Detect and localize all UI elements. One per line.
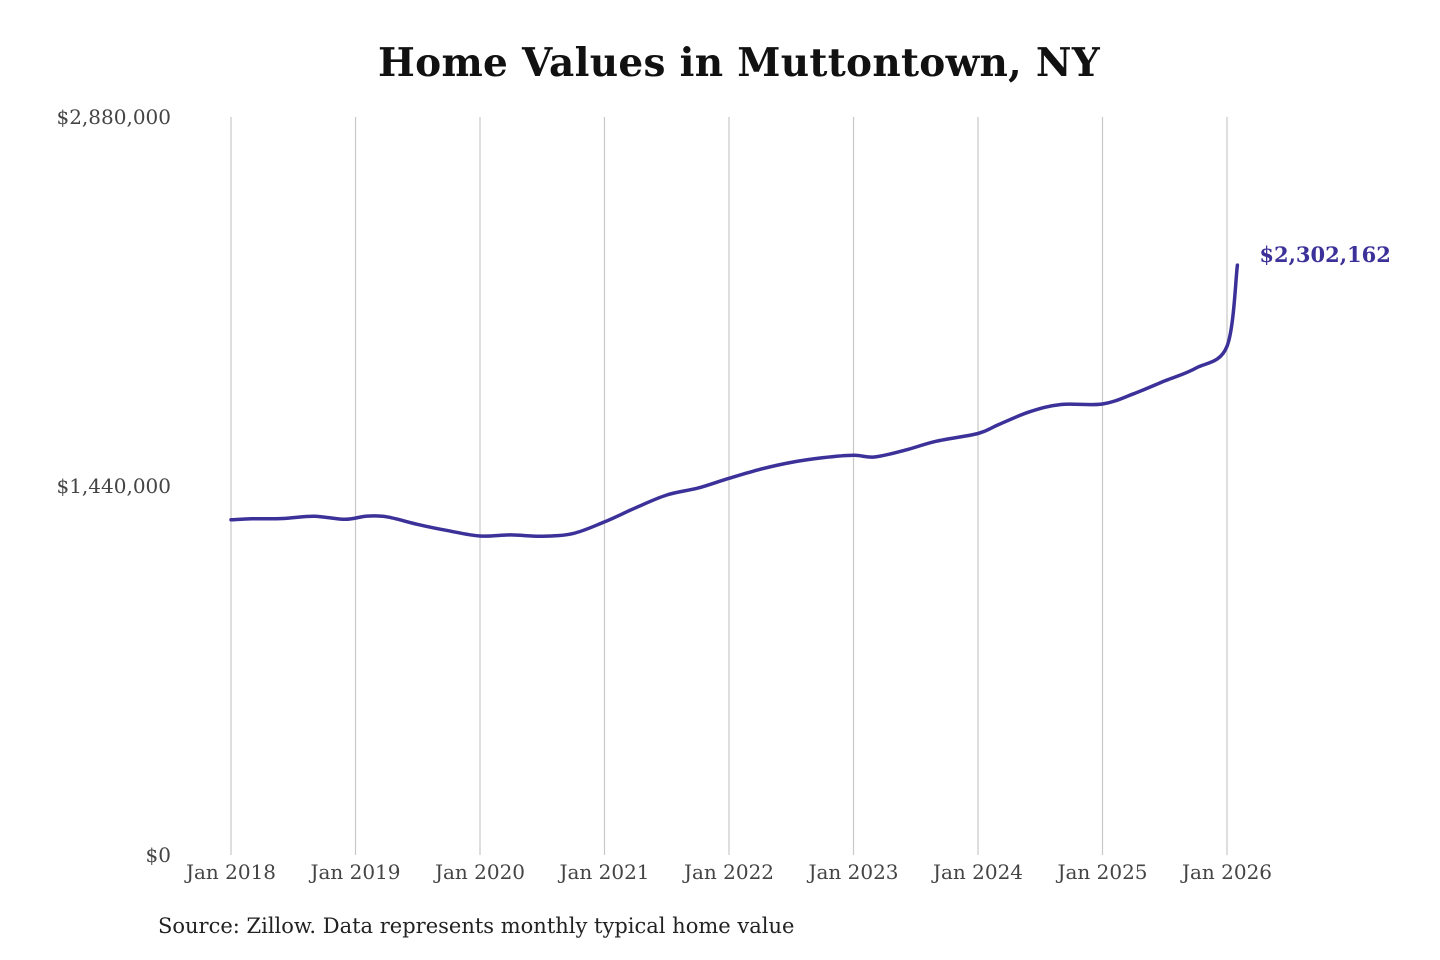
chart-title: Home Values in Muttontown, NY [378, 40, 1100, 86]
x-tick-label: Jan 2019 [308, 860, 400, 884]
x-tick-label: Jan 2024 [931, 860, 1023, 884]
x-tick-label: Jan 2021 [557, 860, 649, 884]
y-tick-label: $0 [146, 843, 171, 867]
x-tick-label: Jan 2026 [1180, 860, 1272, 884]
y-tick-label: $1,440,000 [56, 474, 171, 498]
x-tick-label: Jan 2018 [184, 860, 276, 884]
x-tick-label: Jan 2020 [433, 860, 525, 884]
source-note: Source: Zillow. Data represents monthly … [158, 914, 795, 938]
series-line [229, 263, 1240, 538]
x-tick-label: Jan 2022 [682, 860, 774, 884]
y-tick-label: $2,880,000 [56, 105, 171, 129]
x-tick-label: Jan 2023 [806, 860, 898, 884]
end-value-label: $2,302,162 [1259, 242, 1391, 267]
x-tick-label: Jan 2025 [1055, 860, 1147, 884]
